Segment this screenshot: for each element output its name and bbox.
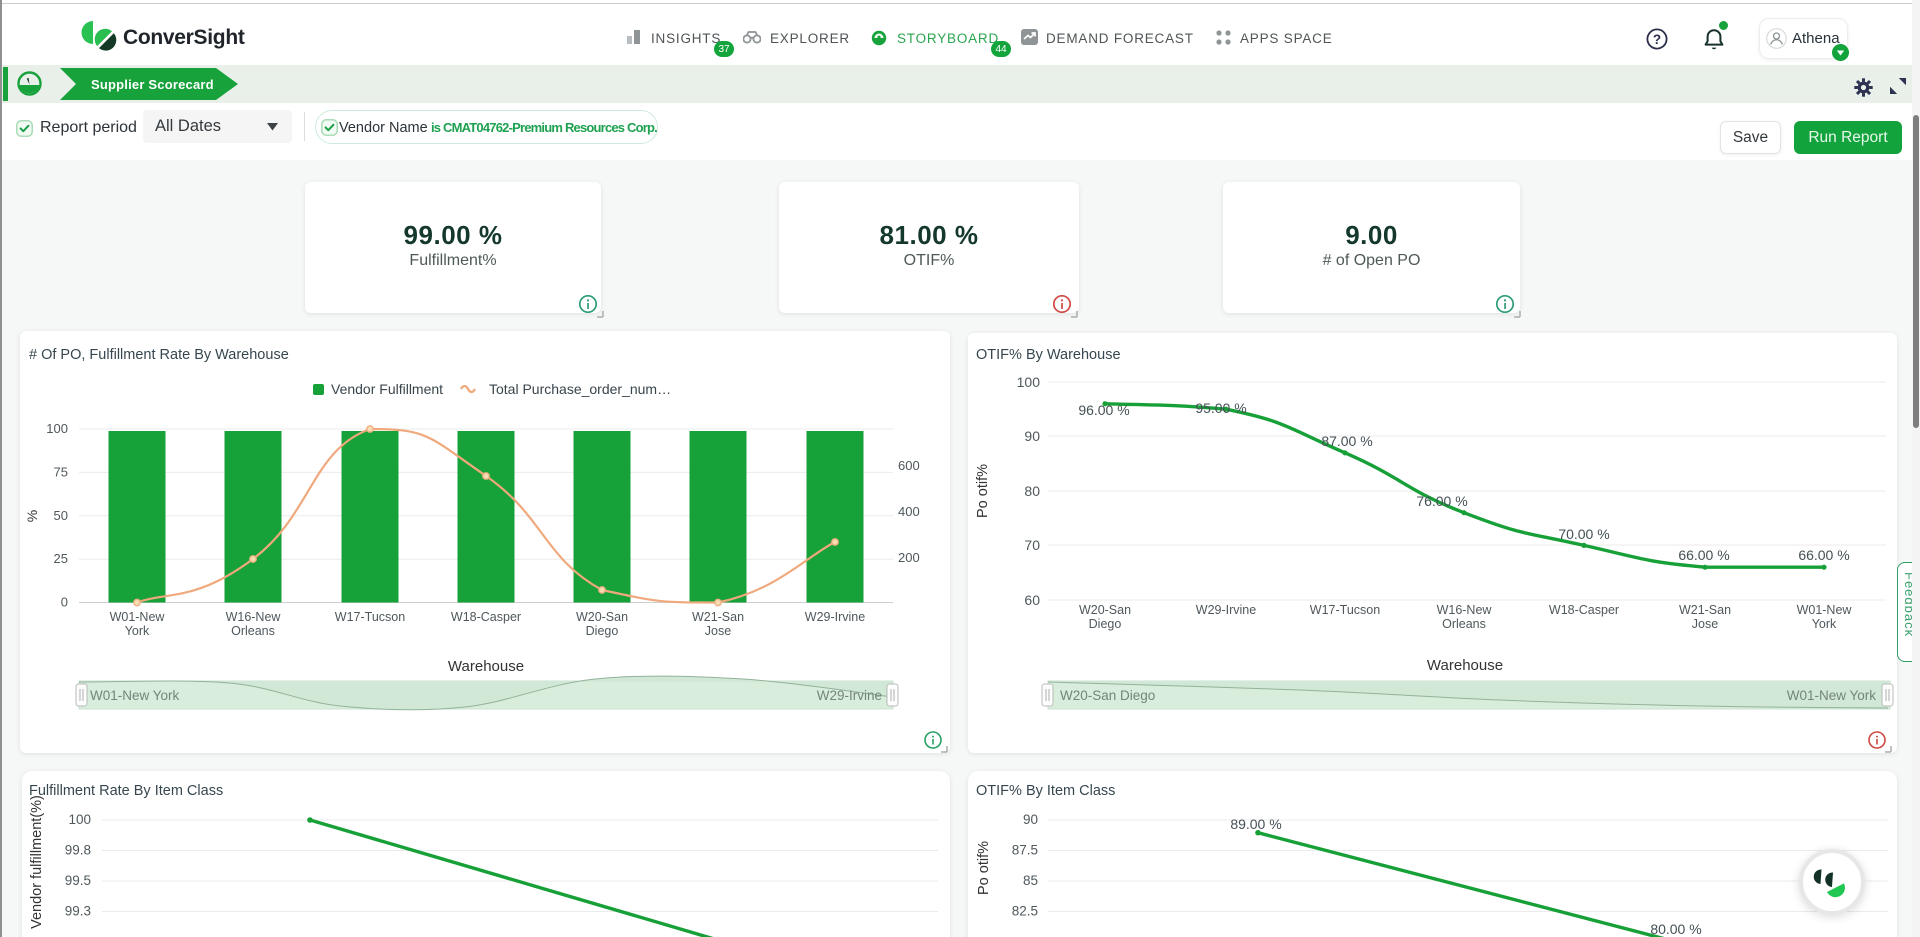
svg-text:95.00 %: 95.00 % (1195, 400, 1246, 416)
svg-text:%: % (24, 510, 40, 522)
svg-text:W29-Irvine: W29-Irvine (805, 610, 865, 624)
svg-text:87.5: 87.5 (1012, 843, 1038, 858)
svg-text:?: ? (1653, 32, 1661, 47)
svg-text:Total Purchase_order_num…: Total Purchase_order_num… (489, 381, 671, 397)
svg-text:70.00 %: 70.00 % (1558, 526, 1609, 542)
svg-text:25: 25 (54, 551, 68, 566)
svg-text:96.00 %: 96.00 % (1078, 402, 1129, 418)
svg-text:Supplier Scorecard: Supplier Scorecard (91, 77, 214, 92)
svg-text:Warehouse: Warehouse (1427, 657, 1503, 674)
svg-text:Jose: Jose (705, 624, 731, 638)
svg-text:Vendor fulfillment(%): Vendor fulfillment(%) (29, 795, 45, 929)
svg-text:W01-New: W01-New (1797, 603, 1853, 617)
svg-text:W17-Tucson: W17-Tucson (1310, 603, 1380, 617)
svg-text:100: 100 (46, 421, 68, 436)
svg-text:Diego: Diego (586, 624, 619, 638)
svg-text:76.00 %: 76.00 % (1416, 493, 1467, 509)
svg-text:90: 90 (1024, 428, 1040, 444)
svg-text:Warehouse: Warehouse (448, 658, 524, 675)
svg-text:89.00 %: 89.00 % (1230, 816, 1281, 832)
svg-text:75: 75 (54, 464, 68, 479)
svg-text:Po otif%: Po otif% (975, 464, 991, 518)
svg-text:W16-New: W16-New (226, 610, 282, 624)
svg-text:99.8: 99.8 (65, 843, 91, 858)
svg-text:0: 0 (61, 595, 68, 610)
svg-text:W18-Casper: W18-Casper (451, 610, 521, 624)
svg-text:80.00 %: 80.00 % (1650, 921, 1701, 937)
svg-text:80: 80 (1024, 483, 1040, 499)
svg-text:W29-Irvine: W29-Irvine (817, 688, 882, 703)
svg-text:Jose: Jose (1692, 617, 1718, 631)
svg-text:W20-San: W20-San (1079, 603, 1131, 617)
svg-text:Diego: Diego (1089, 617, 1122, 631)
svg-text:York: York (1812, 617, 1837, 631)
svg-text:400: 400 (898, 504, 920, 519)
svg-text:W16-New: W16-New (1437, 603, 1493, 617)
svg-text:Orleans: Orleans (231, 624, 275, 638)
svg-text:W01-New York: W01-New York (90, 688, 180, 703)
svg-text:99.3: 99.3 (65, 904, 91, 919)
svg-text:W18-Casper: W18-Casper (1549, 603, 1619, 617)
svg-text:60: 60 (1024, 592, 1040, 608)
svg-text:50: 50 (54, 508, 68, 523)
svg-text:York: York (125, 624, 150, 638)
svg-text:Orleans: Orleans (1442, 617, 1486, 631)
svg-text:600: 600 (898, 458, 920, 473)
svg-text:100: 100 (1017, 374, 1041, 390)
svg-text:85: 85 (1023, 873, 1038, 888)
svg-text:82.5: 82.5 (1012, 904, 1038, 919)
svg-text:100: 100 (68, 812, 91, 827)
svg-text:87.00 %: 87.00 % (1321, 433, 1372, 449)
svg-text:W01-New York: W01-New York (1787, 688, 1877, 703)
svg-text:W17-Tucson: W17-Tucson (335, 610, 405, 624)
svg-text:W20-San: W20-San (576, 610, 628, 624)
svg-text:W29-Irvine: W29-Irvine (1196, 603, 1256, 617)
svg-text:90: 90 (1023, 812, 1038, 827)
svg-text:66.00 %: 66.00 % (1798, 547, 1849, 563)
svg-text:W01-New: W01-New (110, 610, 166, 624)
svg-text:66.00 %: 66.00 % (1678, 547, 1729, 563)
svg-text:Po otif%: Po otif% (976, 841, 992, 895)
svg-text:W21-San: W21-San (1679, 603, 1731, 617)
svg-text:200: 200 (898, 550, 920, 565)
svg-text:Vendor Fulfillment: Vendor Fulfillment (331, 381, 443, 397)
svg-text:99.5: 99.5 (65, 873, 91, 888)
svg-text:W20-San Diego: W20-San Diego (1060, 688, 1155, 703)
svg-text:70: 70 (1024, 537, 1040, 553)
svg-text:W21-San: W21-San (692, 610, 744, 624)
